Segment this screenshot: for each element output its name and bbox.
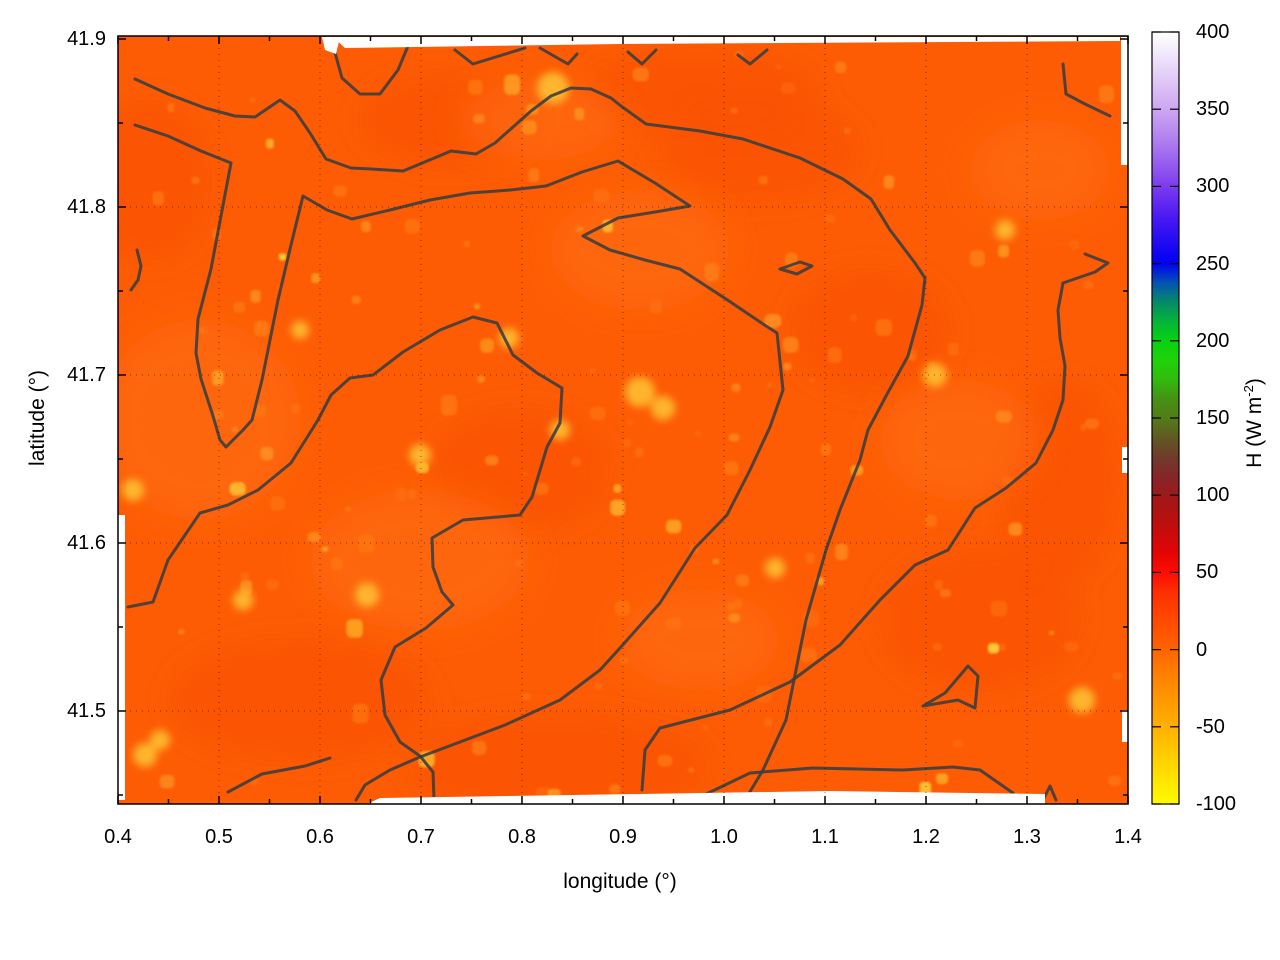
x-axis-title: longitude (°) — [563, 870, 677, 893]
x-tick-label-0.6: 0.6 — [306, 826, 334, 848]
contour-left-arc — [129, 248, 143, 292]
x-tick-label-1.0: 1.0 — [710, 826, 738, 848]
x-tick-label-0.8: 0.8 — [508, 826, 536, 848]
y-axis-title: latitude (°) — [26, 370, 49, 466]
colorbar-tick-label--50: -50 — [1196, 715, 1225, 738]
colorbar-tick-label-100: 100 — [1196, 484, 1230, 507]
colorbar-tick-label-200: 200 — [1196, 329, 1230, 352]
colorbar-tick-label--100: -100 — [1196, 793, 1237, 815]
heatmap-field — [118, 36, 1128, 804]
contour-top-v — [330, 40, 410, 96]
x-tick-label-0.4: 0.4 — [104, 826, 132, 848]
contour-bottomleft-frag — [226, 756, 332, 794]
data-gap — [1121, 37, 1128, 165]
x-tick-label-0.7: 0.7 — [407, 826, 435, 848]
contour-central-hook — [126, 315, 564, 802]
contour-hook-tri — [921, 664, 980, 710]
y-tick-label-41.6: 41.6 — [67, 532, 106, 554]
contour-topright-bend — [1061, 62, 1112, 118]
contour-top-frag-4 — [736, 48, 769, 66]
data-gap — [118, 515, 125, 800]
data-gap — [1122, 447, 1128, 473]
contour-layer — [126, 40, 1112, 802]
grid-layer — [118, 36, 1128, 804]
x-tick-label-0.5: 0.5 — [205, 826, 233, 848]
x-tick-label-1.4: 1.4 — [1114, 826, 1142, 848]
colorbar-tick-label-350: 350 — [1196, 98, 1230, 121]
data-gap — [333, 37, 1120, 48]
contour-bottom-bump — [698, 765, 1015, 799]
speckle-layer — [152, 50, 1123, 804]
colorbar-tick-label-50: 50 — [1196, 561, 1219, 584]
colorbar-tick-label-400: 400 — [1196, 21, 1230, 43]
colorbar-title-sup: -2 — [1241, 385, 1256, 397]
colorbar-tick-label-0: 0 — [1196, 638, 1208, 661]
mottle-light-layer — [118, 80, 1110, 690]
x-tick-label-1.1: 1.1 — [811, 826, 839, 848]
contour-inner-loop — [133, 123, 785, 802]
data-gap — [1122, 710, 1128, 742]
data-gap — [322, 37, 340, 54]
contour-bottom-spike — [1041, 784, 1058, 802]
contour-tiny-diamond — [778, 260, 814, 276]
contour-right-sweep — [640, 252, 1110, 792]
x-tick-label-1.3: 1.3 — [1013, 826, 1041, 848]
y-tick-label-41.9: 41.9 — [67, 28, 106, 50]
contour-top-frag-3 — [626, 48, 658, 66]
y-tick-label-41.5: 41.5 — [67, 700, 106, 722]
plot-frame — [117, 35, 1129, 805]
x-tick-label-1.2: 1.2 — [912, 826, 940, 848]
colorbar-tick-label-300: 300 — [1196, 175, 1230, 198]
contour-outer-ridge — [133, 77, 927, 797]
colorbar-tick-label-250: 250 — [1196, 252, 1230, 275]
contour-top-frag-1 — [453, 46, 527, 66]
y-tick-label-41.7: 41.7 — [67, 364, 106, 386]
colorbar-tick-label-150: 150 — [1196, 407, 1230, 429]
contour-top-frag-2 — [538, 46, 579, 66]
y-tick-label-41.8: 41.8 — [67, 196, 106, 218]
highlight-layer — [122, 72, 1095, 767]
tick-layer — [117, 36, 1129, 804]
colorbar-title-suffix: ) — [1243, 378, 1266, 386]
x-tick-label-0.9: 0.9 — [609, 826, 637, 848]
colorbar-ticks — [1152, 31, 1179, 805]
